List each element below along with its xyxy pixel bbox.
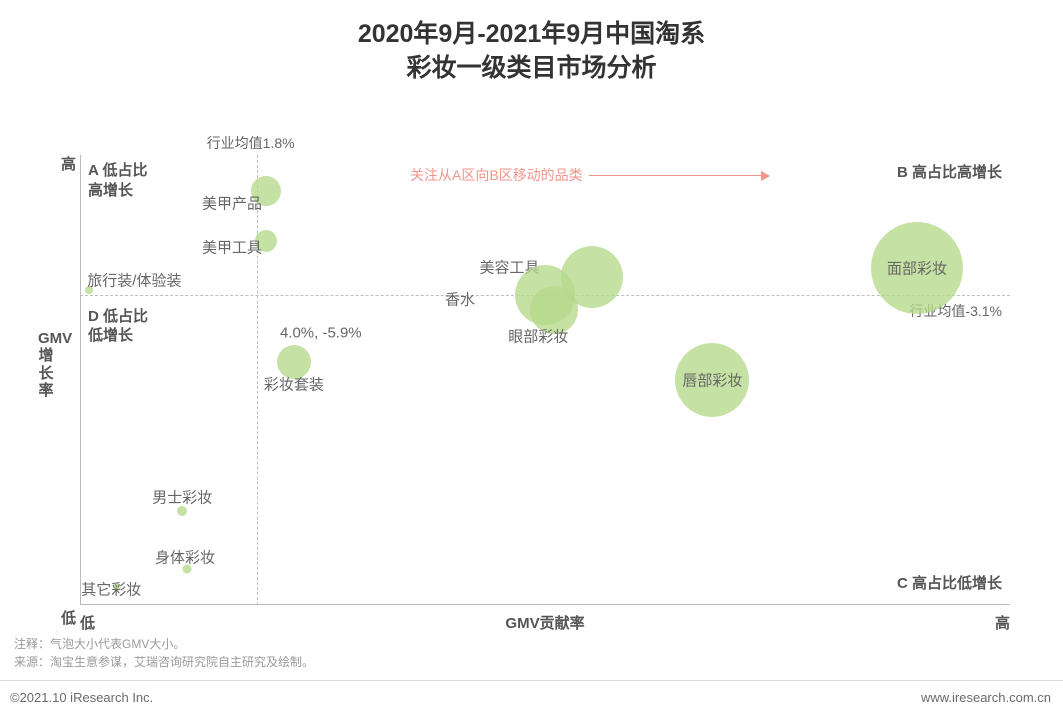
title-line-1: 2020年9月-2021年9月中国淘系	[0, 18, 1063, 52]
bubble-label-男士彩妆: 男士彩妆	[152, 486, 212, 507]
vertical-ref-line	[257, 155, 258, 605]
category-shift-arrow: 关注从A区向B区移动的品类	[410, 165, 769, 185]
bubble-label-香水: 香水	[445, 288, 475, 309]
bubble-label-美甲产品: 美甲产品	[202, 193, 262, 214]
bubble-label-彩妆套装: 彩妆套装	[264, 374, 324, 395]
bubble-label-其它彩妆: 其它彩妆	[81, 579, 141, 600]
footnote-legend: 注释：气泡大小代表GMV大小。	[14, 635, 314, 653]
bubble-label-眼部彩妆: 眼部彩妆	[508, 326, 568, 347]
chart-title: 2020年9月-2021年9月中国淘系 彩妆一级类目市场分析	[0, 0, 1063, 86]
site-url: www.iresearch.com.cn	[921, 690, 1051, 705]
title-line-2: 彩妆一级类目市场分析	[0, 52, 1063, 86]
bubble-label-美甲工具: 美甲工具	[202, 236, 262, 257]
quadrant-c-label: C 高占比低增长	[897, 572, 1002, 593]
y-axis-label: GMV增长率	[38, 330, 54, 399]
bubble-label-旅行装/体验装: 旅行装/体验装	[87, 270, 181, 291]
vertical-ref-label: 行业均值1.8%	[207, 133, 295, 153]
y-axis-line	[80, 155, 81, 605]
footer-divider	[0, 680, 1063, 681]
bubble-label-唇部彩妆: 唇部彩妆	[682, 370, 742, 391]
y-axis-low: 低	[61, 607, 76, 628]
arrow-text: 关注从A区向B区移动的品类	[410, 165, 583, 185]
quadrant-a-label: A 低占比 高增长	[88, 161, 147, 200]
y-axis-high: 高	[61, 153, 76, 174]
bubble-男士彩妆	[177, 506, 187, 516]
bubble-chart: 行业均值1.8% 行业均值-3.1% A 低占比 高增长 B 高占比高增长 C …	[80, 155, 1010, 605]
quadrant-d-label: D 低占比 低增长	[88, 307, 148, 346]
bubble-label-身体彩妆: 身体彩妆	[155, 547, 215, 568]
arrow-line-icon	[589, 175, 769, 176]
footnote-source: 来源：淘宝生意参谋，艾瑞咨询研究院自主研究及绘制。	[14, 653, 314, 671]
quadrant-b-label: B 高占比高增长	[897, 161, 1002, 182]
data-annotation: 4.0%, -5.9%	[280, 324, 362, 341]
copyright-text: ©2021.10 iResearch Inc.	[10, 690, 153, 705]
x-axis-label: GMV贡献率	[80, 612, 1010, 633]
x-axis-line	[80, 604, 1010, 605]
footer-notes: 注释：气泡大小代表GMV大小。 来源：淘宝生意参谋，艾瑞咨询研究院自主研究及绘制…	[14, 635, 314, 671]
bubble-label-面部彩妆: 面部彩妆	[887, 257, 947, 278]
